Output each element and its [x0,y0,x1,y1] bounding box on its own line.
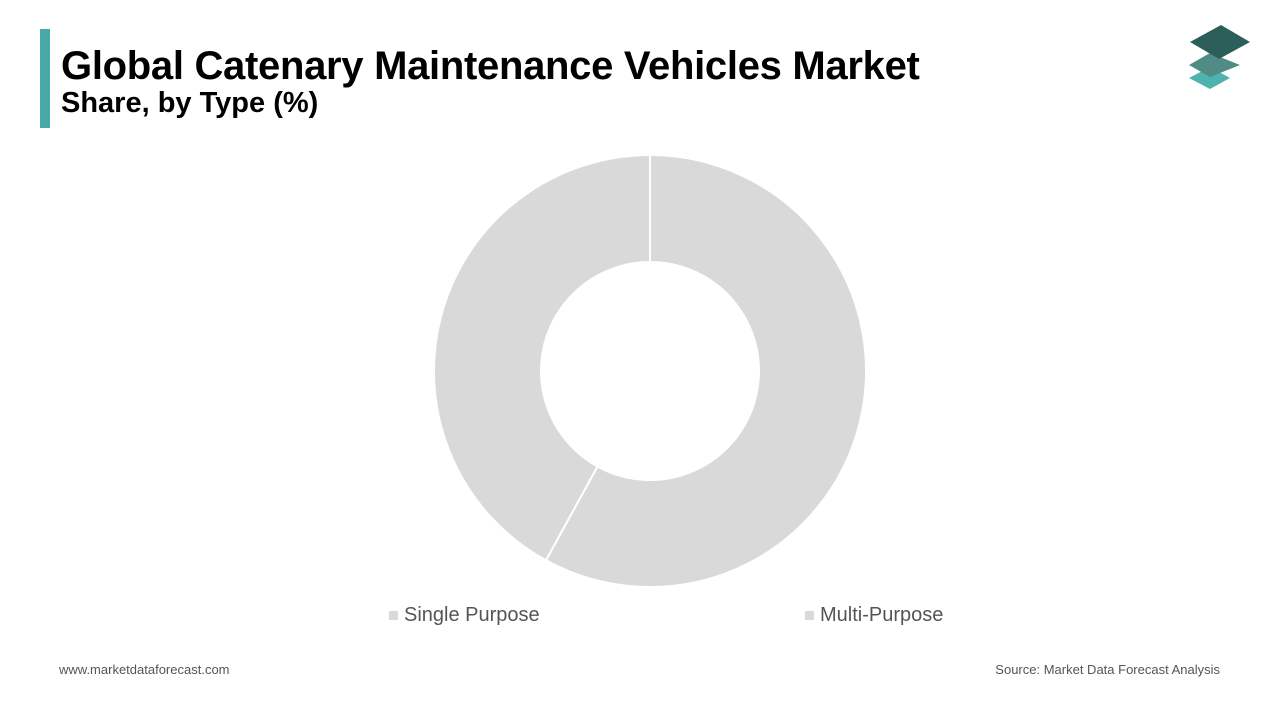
donut-slice-single-purpose [433,153,651,562]
legend-item-multi-purpose: Multi-Purpose [805,603,943,627]
donut-slice-multi-purpose [544,153,867,588]
legend-swatch-single-purpose [389,610,398,620]
logo-layer-middle [1189,53,1240,77]
legend-item-single-purpose: Single Purpose [389,603,540,627]
legend-label-multi-purpose: Multi-Purpose [820,603,944,626]
page-subtitle: Share, by Type (%) [61,87,319,119]
footer-source: Source: Market Data Forecast Analysis [995,662,1220,677]
title-accent-bar [40,29,50,128]
footer-website[interactable]: www.marketdataforecast.com [59,662,230,677]
page-title: Global Catenary Maintenance Vehicles Mar… [61,44,920,88]
layered-stack-logo-icon [1189,25,1250,89]
legend-label-single-purpose: Single Purpose [404,603,540,626]
logo-layer-top [1190,25,1250,59]
legend-swatch-multi-purpose [805,610,814,620]
